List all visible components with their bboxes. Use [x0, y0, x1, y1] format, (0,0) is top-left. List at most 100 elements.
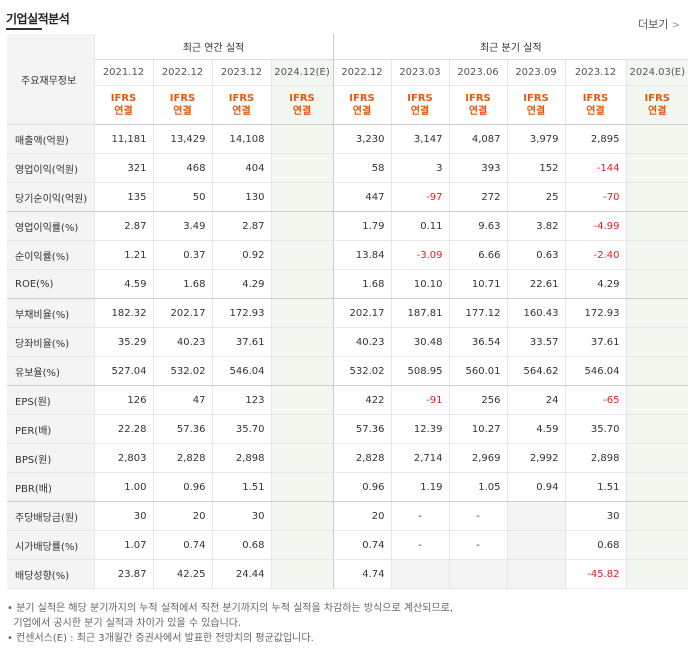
- quarter-value: 13.84: [332, 240, 391, 270]
- annual-value: 2,828: [152, 443, 212, 473]
- annual-value: 0.37: [152, 240, 212, 270]
- quarter-value: [625, 298, 688, 328]
- annual-value: [270, 559, 333, 589]
- section-title: 기업실적분석: [6, 12, 70, 26]
- ifrs-label: IFRS 연결: [625, 85, 688, 125]
- quarter-period: 2023.06: [448, 59, 507, 86]
- ifrs-row: IFRS 연결 IFRS 연결 IFRS 연결 IFRS 연결 IFRS 연결 IFRS 연결 IFRS…: [7, 85, 688, 125]
- ifrs-label: IFRS 연결: [93, 85, 153, 125]
- annual-value: [270, 530, 333, 560]
- quarter-value: 24: [506, 385, 565, 415]
- quarter-value: 152: [506, 153, 565, 183]
- annual-value: 24.44: [211, 559, 271, 589]
- quarter-value: -: [448, 501, 507, 531]
- quarter-value: 37.61: [564, 327, 626, 357]
- ifrs-label: IFRS 연결: [390, 85, 449, 125]
- quarter-value: 3,230: [332, 124, 391, 154]
- ifrs-top: IFRS: [169, 93, 196, 104]
- ifrs-bottom: 연결: [173, 106, 192, 117]
- table-row: 배당성향(%) 23.87 42.25 24.44 4.74 -45.82: [7, 559, 688, 589]
- quarter-value: 2,714: [390, 443, 449, 473]
- table-row: 당좌비율(%) 35.29 40.23 37.61 40.23 30.48 36.54 33.…: [7, 327, 688, 357]
- table-row: EPS(원) 126 47 123 422 -91 256 24 -65: [7, 385, 688, 415]
- annual-value: 2,898: [211, 443, 271, 473]
- quarter-value: -2.40: [564, 240, 626, 270]
- quarter-value: 393: [448, 153, 507, 183]
- quarter-period: 2023.12: [564, 59, 626, 86]
- annual-value: 57.36: [152, 414, 212, 444]
- quarter-value: 177.12: [448, 298, 507, 328]
- quarter-period: 2023.09: [506, 59, 565, 86]
- quarter-value: 0.68: [564, 530, 626, 560]
- quarter-value: 10.71: [448, 269, 507, 299]
- row-label: PER(배): [7, 414, 94, 444]
- annual-value: 37.61: [211, 327, 271, 357]
- annual-value: 1.07: [93, 530, 153, 560]
- more-link-label: 더보기: [638, 18, 669, 31]
- quarter-value: 532.02: [332, 356, 391, 386]
- annual-value: 2.87: [93, 211, 153, 241]
- quarter-value: 25: [506, 182, 565, 212]
- annual-value: 11,181: [93, 124, 153, 154]
- annual-value: 0.74: [152, 530, 212, 560]
- ifrs-label: IFRS 연결: [152, 85, 212, 125]
- quarter-value: -144: [564, 153, 626, 183]
- quarter-value: 6.66: [448, 240, 507, 270]
- quarter-value: [625, 153, 688, 183]
- quarter-value: [625, 182, 688, 212]
- row-label: 당기순이익(억원): [7, 182, 94, 212]
- annual-value: 14,108: [211, 124, 271, 154]
- quarter-value: 2,898: [564, 443, 626, 473]
- quarter-value: 3: [390, 153, 449, 183]
- table-row: 순이익률(%) 1.21 0.37 0.92 13.84 -3.09 6.66 0.63 -2.…: [7, 240, 688, 270]
- annual-value: 35.29: [93, 327, 153, 357]
- row-label: 배당성향(%): [7, 559, 94, 589]
- annual-value: 4.29: [211, 269, 271, 299]
- annual-value: [270, 472, 333, 502]
- ifrs-top: IFRS: [289, 93, 315, 104]
- annual-value: 123: [211, 385, 271, 415]
- quarter-value: -45.82: [564, 559, 626, 589]
- annual-value: 22.28: [93, 414, 153, 444]
- ifrs-bottom: 연결: [232, 106, 251, 117]
- quarter-value: -: [390, 501, 449, 531]
- row-label: 매출액(억원): [7, 124, 94, 154]
- ifrs-top: IFRS: [228, 93, 255, 104]
- row-label: 당좌비율(%): [7, 327, 94, 357]
- ifrs-label: IFRS 연결: [211, 85, 271, 125]
- table-row: BPS(원) 2,803 2,828 2,898 2,828 2,714 2,969 2,99…: [7, 443, 688, 473]
- quarter-value: 0.11: [390, 211, 449, 241]
- quarter-value: 3,979: [506, 124, 565, 154]
- annual-value: 4.59: [93, 269, 153, 299]
- ifrs-top: IFRS: [110, 93, 137, 104]
- ifrs-label: IFRS 연결: [270, 85, 333, 125]
- annual-value: 40.23: [152, 327, 212, 357]
- table-row: ROE(%) 4.59 1.68 4.29 1.68 10.10 10.71 22.61 4.2…: [7, 269, 688, 299]
- annual-value: 23.87: [93, 559, 153, 589]
- annual-value: 42.25: [152, 559, 212, 589]
- annual-value: 0.96: [152, 472, 212, 502]
- ifrs-label: IFRS 연결: [332, 85, 391, 125]
- quarter-value: 1.51: [564, 472, 626, 502]
- annual-value: 468: [152, 153, 212, 183]
- quarter-value: 560.01: [448, 356, 507, 386]
- quarter-value: 12.39: [390, 414, 449, 444]
- row-label: 주당배당금(원): [7, 501, 94, 531]
- row-label: ROE(%): [7, 269, 94, 299]
- quarter-value: -91: [390, 385, 449, 415]
- quarter-value: 160.43: [506, 298, 565, 328]
- quarter-value: [506, 501, 565, 531]
- quarter-value: 1.19: [390, 472, 449, 502]
- annual-value: 0.92: [211, 240, 271, 270]
- annual-value: [270, 211, 333, 241]
- more-link[interactable]: 더보기 >: [638, 16, 680, 32]
- quarter-value: 187.81: [390, 298, 449, 328]
- ifrs-top: IFRS: [582, 93, 609, 104]
- quarter-value: [625, 559, 688, 589]
- annual-value: 130: [211, 182, 271, 212]
- annual-value: [270, 269, 333, 299]
- quarter-value: 10.10: [390, 269, 449, 299]
- ifrs-top: IFRS: [523, 93, 549, 104]
- row-label: EPS(원): [7, 385, 94, 415]
- annual-value: 202.17: [152, 298, 212, 328]
